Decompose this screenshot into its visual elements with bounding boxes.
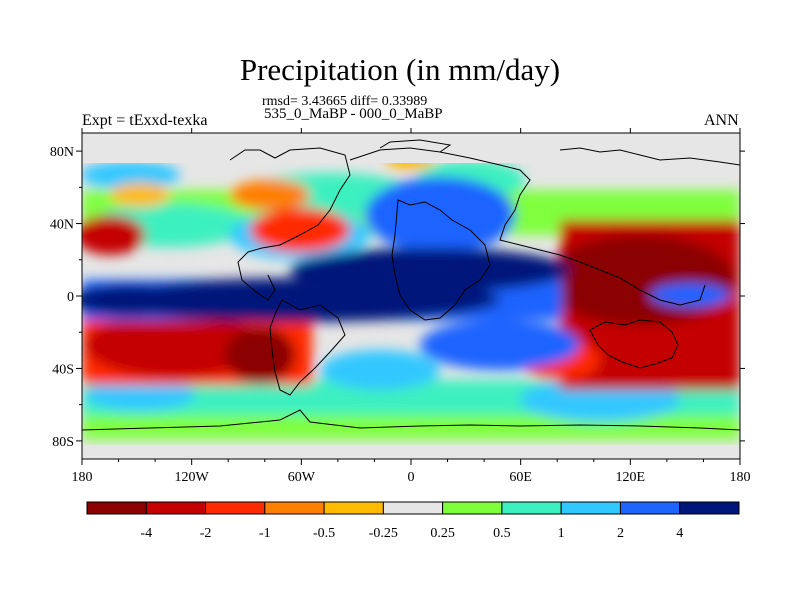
colorbar-box [205,501,266,515]
colorbar-label: 1 [558,526,565,541]
colorbar-label: 0.5 [493,526,511,541]
colorbar-box [501,501,562,515]
x-tick-label: 120W [175,470,210,485]
x-tick-label: 180 [730,470,751,485]
x-tick-label: 60E [509,470,532,485]
x-tick-label: 120E [616,470,646,485]
experiment-label: Expt = tExxd-texka [82,112,208,129]
colorbar-label: -0.25 [369,526,398,541]
colorbar-label: -1 [259,526,271,541]
colorbar-box [264,501,325,515]
colorbar: -4 -2 -1 -0.5 -0.25 0.25 0.5 1 2 4 [86,501,740,541]
colorbar-box [560,501,621,515]
x-axis: 180 120W 60W 0 60E 120E 180 [72,128,751,485]
x-tick-label: 180 [72,470,93,485]
colorbar-label: 4 [676,526,683,541]
y-tick-label: 40N [50,218,74,233]
colorbar-box [679,501,740,515]
y-tick-label: 0 [67,290,74,305]
colorbar-label: -0.5 [313,526,335,541]
colorbar-label: -2 [200,526,212,541]
y-tick-label: 40S [52,362,74,377]
colorbar-box [442,501,503,515]
colorbar-box [145,501,207,515]
x-tick-label: 0 [408,470,415,485]
y-tick-label: 80S [52,435,74,450]
map-title: Precipitation (in mm/day) [239,52,561,87]
colorbar-label: -4 [140,526,152,541]
stats-text: rmsd= 3.43665 diff= 0.33989 [262,94,428,109]
colorbar-box [619,501,681,515]
y-axis: 80N 40N 0 40S 80S [50,145,745,450]
colorbar-box [86,501,147,515]
coastline-outlines [82,139,740,431]
precip-field [82,133,740,459]
colorbar-box [323,501,384,515]
colorbar-box [382,501,444,515]
experiment-subtitle: 535_0_MaBP - 000_0_MaBP [264,106,443,122]
colorbar-label: 0.25 [430,526,455,541]
season-label: ANN [704,112,739,129]
x-tick-label: 60W [288,470,316,485]
y-tick-label: 80N [50,145,74,160]
colorbar-label: 2 [617,526,624,541]
